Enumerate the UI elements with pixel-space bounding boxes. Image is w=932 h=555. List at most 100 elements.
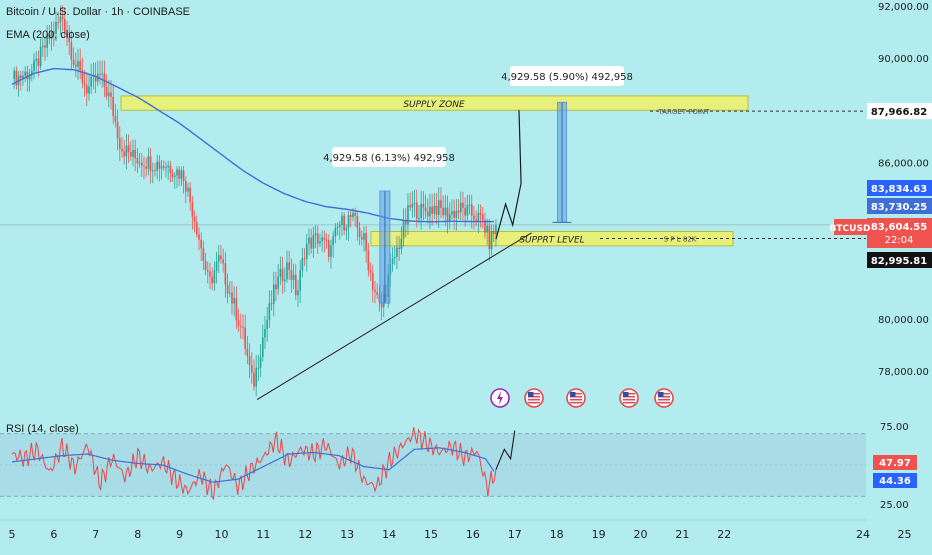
symbol-badge: BTCUSD: [830, 224, 871, 234]
candle-body: [466, 205, 469, 216]
candle: [79, 48, 82, 80]
candle-body: [180, 170, 183, 179]
candle: [195, 215, 198, 238]
candle: [286, 250, 288, 283]
candle: [369, 262, 372, 282]
candle: [448, 202, 451, 230]
candle-body: [279, 268, 282, 277]
candle-body: [248, 356, 251, 366]
candle: [391, 247, 394, 272]
candle-body: [220, 255, 222, 260]
candle: [33, 53, 35, 80]
time-axis-tick: 17: [508, 528, 522, 541]
candle: [132, 139, 134, 167]
candle-body: [90, 76, 93, 87]
candle: [255, 354, 258, 397]
candle: [477, 204, 480, 234]
candle-body: [211, 276, 214, 284]
candle: [105, 74, 108, 101]
candle-body: [26, 71, 29, 80]
candle-body: [68, 37, 71, 43]
candle-body: [484, 220, 486, 233]
candle-body: [19, 75, 22, 79]
candle-body: [253, 372, 255, 387]
candle: [182, 166, 185, 194]
candle: [378, 285, 381, 312]
candle-body: [470, 204, 473, 216]
candle: [242, 314, 244, 340]
candle-body: [286, 262, 288, 280]
candle: [154, 162, 156, 177]
candle-body: [66, 32, 68, 38]
candle-body: [44, 45, 46, 48]
candle: [301, 247, 304, 278]
candle-body: [105, 87, 108, 97]
candle: [96, 60, 99, 87]
candle: [426, 198, 429, 224]
candle: [314, 225, 317, 249]
candle-body: [171, 173, 174, 178]
candle-body: [409, 205, 411, 208]
candle: [442, 195, 444, 219]
candle: [103, 60, 106, 98]
candle: [233, 286, 236, 317]
candle: [140, 153, 143, 177]
time-axis-tick: 14: [382, 528, 396, 541]
candle: [332, 231, 334, 258]
candle: [279, 256, 282, 285]
candle-body: [259, 357, 262, 368]
candle: [237, 308, 240, 332]
candle: [398, 235, 400, 261]
candle-body: [22, 75, 24, 79]
candle-body: [182, 170, 185, 182]
candle: [112, 84, 115, 125]
candle: [396, 236, 398, 270]
candle-body: [330, 245, 332, 257]
candle-body: [52, 31, 55, 34]
candle-body: [55, 22, 57, 34]
time-axis-tick: 12: [298, 528, 312, 541]
candle: [206, 261, 209, 284]
candle: [451, 199, 453, 220]
candle-body: [257, 367, 260, 369]
candle: [118, 126, 121, 161]
candle: [74, 52, 77, 78]
candle: [66, 20, 68, 46]
current-price-label-bg: [867, 218, 932, 248]
candle-body: [367, 250, 370, 271]
candle-body: [28, 75, 31, 80]
candle: [134, 139, 137, 172]
current-price-label: 83,604.55: [871, 222, 927, 233]
candle-body: [147, 156, 150, 169]
time-axis-tick: 24: [856, 528, 870, 541]
candle: [165, 161, 167, 178]
candle: [125, 134, 128, 170]
candle: [360, 230, 363, 246]
candle: [407, 192, 409, 235]
candle: [492, 224, 495, 242]
candle: [473, 205, 475, 230]
candle: [213, 261, 216, 291]
candle: [363, 226, 365, 252]
candle-body: [464, 207, 466, 216]
candle-body: [332, 236, 334, 246]
candle-body: [316, 233, 319, 244]
candle-body: [118, 138, 121, 149]
candle: [85, 72, 88, 107]
candle-body: [415, 202, 418, 219]
candle-body: [59, 16, 62, 23]
candle: [376, 283, 378, 299]
candle-body: [462, 202, 464, 208]
candle-body: [145, 166, 148, 169]
candle-body: [418, 218, 420, 220]
candle: [349, 210, 352, 228]
ema-line: [11, 67, 494, 223]
candle: [52, 21, 55, 47]
candle-body: [303, 258, 306, 260]
candle-body: [349, 215, 352, 218]
candle: [129, 141, 132, 161]
candle-body: [41, 45, 44, 47]
target-price-label: 87,966.82: [871, 107, 927, 118]
candle: [345, 224, 348, 240]
